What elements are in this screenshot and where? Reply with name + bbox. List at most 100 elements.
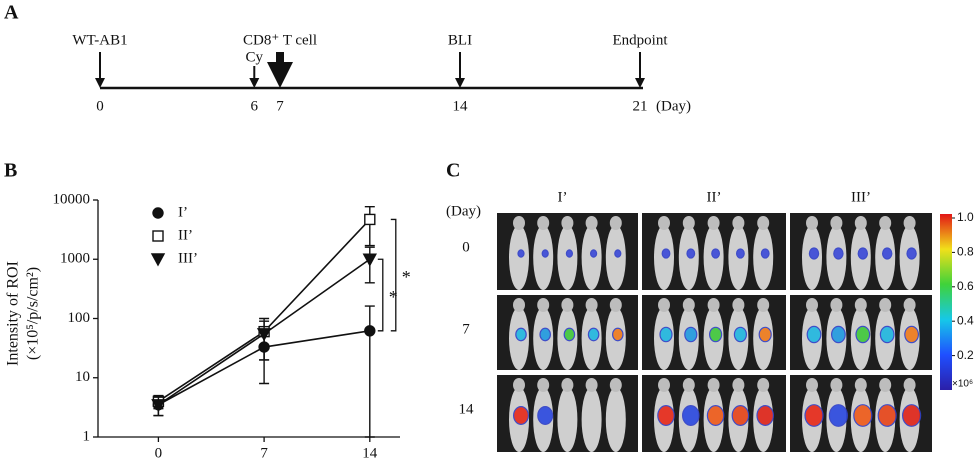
mouse-head	[707, 216, 720, 230]
column-header: III’	[851, 189, 871, 205]
mouse	[557, 387, 578, 452]
mouse-head	[561, 298, 574, 312]
signal-spot	[706, 405, 725, 426]
significance-bracket	[390, 218, 397, 332]
signal-spot	[565, 249, 574, 258]
y-axis-label: (×10⁵/p/s/cm²)	[25, 267, 42, 360]
signal-spot	[879, 325, 895, 344]
day-label: 21	[633, 98, 648, 114]
signal-spot	[541, 249, 549, 258]
mouse-head	[561, 216, 574, 230]
day-unit: (Day)	[656, 98, 691, 114]
day-label: 6	[251, 98, 259, 114]
mouse	[533, 225, 554, 290]
signal-spot	[657, 405, 675, 426]
mouse-head	[585, 298, 598, 312]
row-label: 0	[462, 239, 470, 255]
mouse-head	[585, 378, 598, 392]
mouse-head	[609, 298, 622, 312]
mouse-head	[879, 298, 892, 312]
mouse-head	[707, 298, 720, 312]
mouse-head	[903, 298, 916, 312]
signal-spot	[806, 325, 822, 344]
mouse-head	[830, 378, 843, 392]
y-tick-label: 10	[75, 369, 90, 385]
mouse-head	[513, 378, 525, 392]
signal-spot	[711, 248, 720, 259]
mouse-head	[609, 216, 622, 230]
signal-spot	[760, 248, 770, 259]
mouse-head	[537, 216, 550, 230]
signal-spot	[828, 404, 849, 427]
signal-spot	[877, 404, 897, 427]
colorbar-tick-label: 0.2	[957, 348, 974, 362]
signal-spot	[614, 249, 622, 258]
mouse-head	[682, 378, 695, 392]
legend-label: I’	[178, 204, 188, 220]
mouse-head	[806, 216, 818, 230]
x-tick-label: 14	[362, 445, 378, 458]
colorbar-tick-label: 0.4	[957, 313, 974, 327]
mouse-head	[585, 216, 598, 230]
signal-spot	[684, 326, 698, 343]
mouse-head	[561, 378, 574, 392]
signal-spot	[539, 327, 551, 342]
signal-spot	[517, 249, 525, 258]
event-label: WT-AB1	[72, 32, 127, 48]
signal-spot	[804, 404, 824, 427]
signal-spot	[857, 247, 869, 260]
y-axis-label: Intensity of ROI	[5, 261, 22, 366]
mouse-head	[537, 378, 550, 392]
colorbar-tick-label: 1.0	[957, 210, 974, 224]
mouse-head	[757, 216, 770, 230]
mouse	[581, 387, 602, 452]
mouse	[509, 225, 529, 290]
signal-spot	[611, 327, 624, 342]
signal-spot	[736, 248, 745, 259]
signal-spot	[512, 406, 529, 425]
signal-spot	[686, 248, 696, 259]
signal-spot	[906, 247, 917, 260]
mouse-head	[854, 298, 867, 312]
signal-spot	[808, 247, 820, 260]
marker	[364, 325, 376, 337]
y-tick-label: 10000	[53, 191, 91, 207]
mouse-head	[513, 216, 525, 230]
arrow-head	[455, 78, 465, 88]
arrow-head	[249, 78, 260, 88]
column-header: II’	[707, 189, 722, 205]
mouse-head	[903, 378, 916, 392]
arrow-head	[95, 78, 105, 88]
significance-label: *	[389, 287, 398, 307]
signal-spot	[855, 325, 871, 344]
marker	[364, 213, 376, 226]
x-tick-label: 0	[155, 445, 163, 458]
marker	[152, 230, 164, 242]
event-label: BLI	[448, 32, 472, 48]
y-tick-label: 100	[68, 310, 91, 326]
significance-label: *	[402, 267, 411, 287]
colorbar-tick-label: 0.8	[957, 245, 974, 259]
arrow-head	[267, 62, 293, 88]
day-label: 14	[453, 98, 469, 114]
marker	[151, 399, 166, 413]
panel-label: A	[4, 2, 19, 24]
legend-label: II’	[178, 227, 193, 243]
mouse-head	[830, 216, 843, 230]
mouse-head	[658, 378, 670, 392]
signal-spot	[901, 404, 922, 427]
mouse-head	[537, 298, 550, 312]
signal-spot	[758, 326, 772, 343]
mouse-head	[732, 298, 745, 312]
signal-spot	[589, 249, 598, 258]
row-label: 7	[462, 321, 470, 337]
mouse-head	[513, 298, 525, 312]
mouse-head	[682, 298, 695, 312]
day-label: 0	[96, 98, 104, 114]
signal-spot	[756, 405, 774, 426]
mouse-head	[658, 298, 670, 312]
event-label: Endpoint	[613, 32, 669, 48]
mouse-head	[609, 378, 622, 392]
event-label: Cy	[246, 49, 264, 65]
mouse-head	[854, 378, 867, 392]
